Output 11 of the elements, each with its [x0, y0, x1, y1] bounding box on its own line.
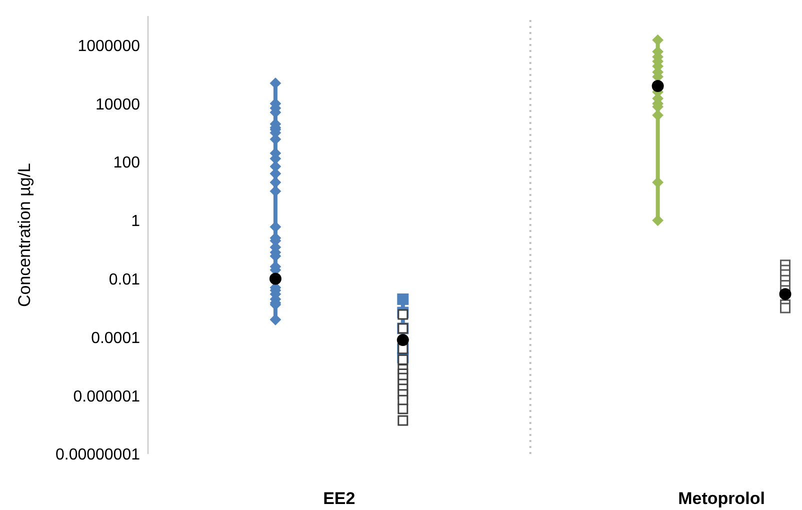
y-tick-label: 1 [131, 213, 140, 230]
y-tick-label: 100 [113, 154, 140, 172]
x-tick-label: Metoprolol [678, 489, 765, 508]
y-tick-label: 0.0001 [91, 330, 140, 347]
y-tick-label: 1000000 [78, 38, 140, 55]
y-tick-label: 0.00000001 [55, 446, 140, 464]
x-tick-label: EE2 [323, 489, 356, 508]
y-tick-label: 0.01 [108, 271, 140, 288]
y-axis-title: Concentration µg/L [15, 163, 34, 307]
y-tick-label: 0.000001 [73, 388, 140, 406]
y-tick-label: 10000 [96, 96, 140, 114]
